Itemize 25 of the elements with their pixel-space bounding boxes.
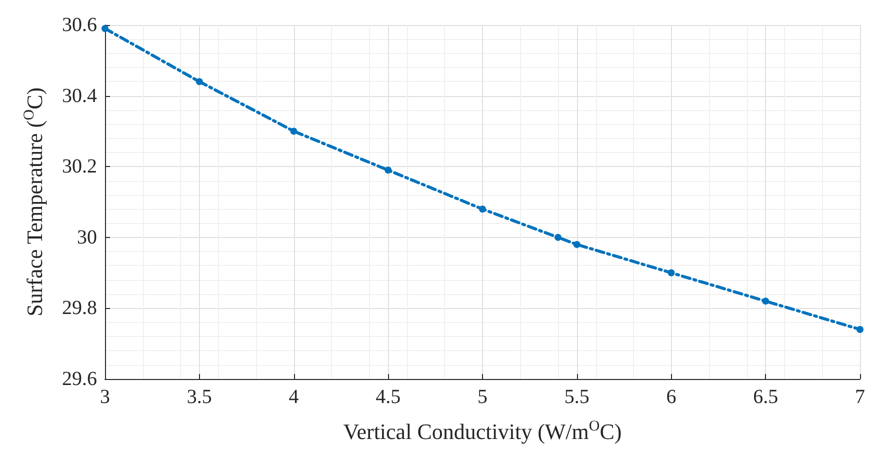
y-axis-title: Surface Temperature (OC) — [22, 87, 47, 316]
x-tick-label: 6 — [666, 386, 676, 408]
x-tick-label: 3 — [100, 386, 110, 408]
point — [479, 206, 486, 213]
y-tick-label: 30.6 — [62, 14, 97, 36]
x-tick-label: 6.5 — [753, 386, 778, 408]
y-tick-label: 29.8 — [62, 297, 97, 320]
point — [290, 128, 298, 135]
point — [384, 166, 392, 174]
point — [856, 326, 864, 333]
x-tick-label: 4 — [288, 386, 299, 408]
x-tick-label: 3.5 — [186, 386, 212, 408]
x-tick-label: 5 — [478, 386, 488, 408]
y-tick-label: 30 — [77, 226, 97, 248]
point — [554, 234, 562, 241]
point — [668, 269, 675, 276]
point — [762, 298, 770, 305]
x-tick-label: 4.5 — [376, 386, 401, 408]
x-tick-label: 5.5 — [564, 386, 590, 408]
point — [573, 240, 580, 248]
point — [196, 78, 203, 86]
y-tick-label: 29.6 — [62, 368, 97, 390]
y-tick-label: 30.4 — [62, 84, 97, 107]
x-tick-label: 7 — [855, 386, 865, 408]
y-tick-label: 30.2 — [62, 156, 97, 178]
